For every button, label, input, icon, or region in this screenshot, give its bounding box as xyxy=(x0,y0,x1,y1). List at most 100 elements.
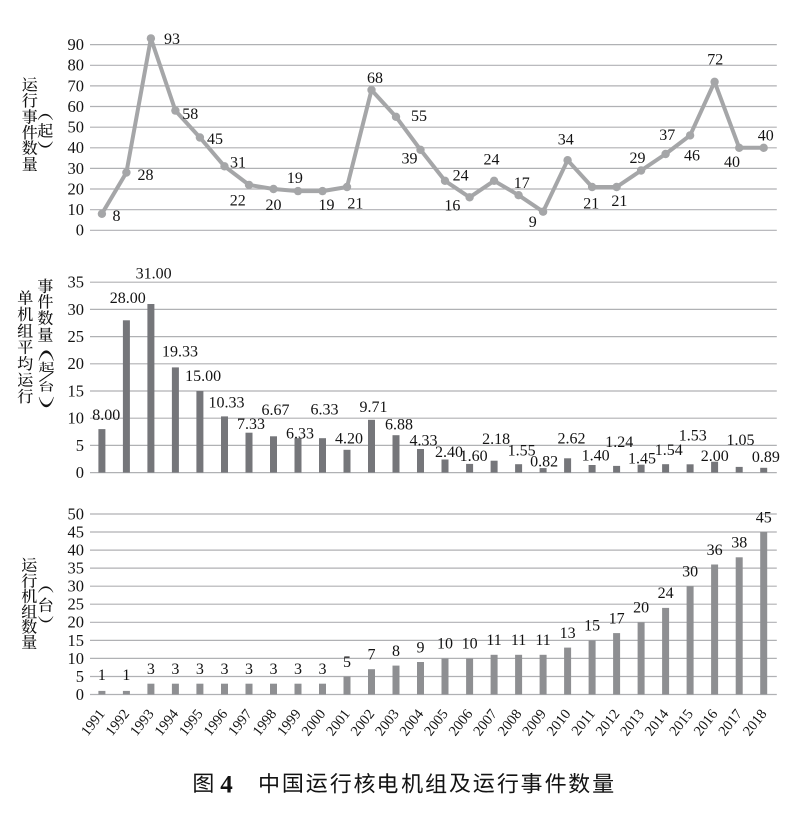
svg-text:25: 25 xyxy=(68,595,85,614)
svg-text:21: 21 xyxy=(611,193,627,210)
svg-text:3: 3 xyxy=(294,661,302,678)
svg-text:24: 24 xyxy=(484,152,500,169)
svg-text:20: 20 xyxy=(68,613,85,632)
svg-text:20: 20 xyxy=(266,197,282,214)
svg-text:15: 15 xyxy=(584,618,600,635)
svg-text:45: 45 xyxy=(756,509,772,526)
svg-text:1.55: 1.55 xyxy=(508,443,536,460)
svg-text:1.05: 1.05 xyxy=(727,432,755,449)
svg-text:1: 1 xyxy=(122,667,130,684)
svg-text:30: 30 xyxy=(68,577,85,596)
svg-text:10: 10 xyxy=(68,409,85,428)
svg-text:60: 60 xyxy=(68,97,85,116)
svg-text:4: 4 xyxy=(220,771,233,798)
svg-text:35: 35 xyxy=(68,559,85,578)
svg-text:10: 10 xyxy=(437,636,453,653)
svg-text:29: 29 xyxy=(630,150,646,167)
svg-text:24: 24 xyxy=(658,585,674,602)
svg-text:1.40: 1.40 xyxy=(582,448,610,465)
svg-text:21: 21 xyxy=(347,196,363,213)
svg-text:7.33: 7.33 xyxy=(237,416,265,433)
svg-text:3: 3 xyxy=(245,661,253,678)
svg-text:50: 50 xyxy=(68,118,85,137)
svg-text:40: 40 xyxy=(68,138,85,157)
svg-text:11: 11 xyxy=(486,632,501,649)
svg-text:8: 8 xyxy=(113,208,121,225)
svg-text:2.62: 2.62 xyxy=(558,431,586,448)
svg-text:20: 20 xyxy=(68,354,85,373)
svg-text:2.00: 2.00 xyxy=(701,448,729,465)
svg-text:80: 80 xyxy=(68,56,85,75)
svg-text:11: 11 xyxy=(535,632,550,649)
svg-text:93: 93 xyxy=(164,31,180,48)
svg-text:72: 72 xyxy=(707,51,723,68)
svg-text:30: 30 xyxy=(682,564,698,581)
svg-text:3: 3 xyxy=(196,661,204,678)
svg-text:30: 30 xyxy=(68,159,85,178)
svg-text:21: 21 xyxy=(583,196,599,213)
svg-text:1.45: 1.45 xyxy=(628,450,656,467)
svg-text:0: 0 xyxy=(76,463,84,482)
svg-text:35: 35 xyxy=(68,273,85,292)
svg-text:6.33: 6.33 xyxy=(311,402,339,419)
svg-text:40: 40 xyxy=(68,541,85,560)
svg-text:1.53: 1.53 xyxy=(679,428,707,445)
svg-text:4.33: 4.33 xyxy=(410,432,438,449)
svg-text:3: 3 xyxy=(221,661,229,678)
svg-text:22: 22 xyxy=(230,192,246,209)
svg-text:5: 5 xyxy=(343,654,351,671)
svg-text:45: 45 xyxy=(68,522,85,541)
svg-text:24: 24 xyxy=(453,167,469,184)
svg-text:68: 68 xyxy=(367,70,383,87)
svg-text:13: 13 xyxy=(560,625,576,642)
svg-text:3: 3 xyxy=(270,661,278,678)
svg-text:20: 20 xyxy=(633,600,649,617)
svg-text:25: 25 xyxy=(68,327,85,346)
svg-text:38: 38 xyxy=(731,535,747,552)
svg-text:55: 55 xyxy=(411,108,427,125)
svg-text:40: 40 xyxy=(758,128,774,145)
svg-text:39: 39 xyxy=(402,150,418,167)
svg-text:16: 16 xyxy=(444,198,460,215)
svg-text:6.88: 6.88 xyxy=(385,417,413,434)
svg-text:3: 3 xyxy=(319,661,327,678)
svg-text:1.24: 1.24 xyxy=(605,434,633,451)
svg-text:90: 90 xyxy=(68,35,85,54)
svg-text:28: 28 xyxy=(138,167,154,184)
svg-text:3: 3 xyxy=(147,661,155,678)
svg-text:5: 5 xyxy=(76,667,84,686)
svg-text:20: 20 xyxy=(68,179,85,198)
svg-text:31: 31 xyxy=(230,154,246,171)
svg-text:45: 45 xyxy=(207,131,223,148)
svg-text:9: 9 xyxy=(529,214,537,231)
svg-text:7: 7 xyxy=(368,647,376,664)
svg-text:6.33: 6.33 xyxy=(286,426,314,443)
svg-text:40: 40 xyxy=(724,154,740,171)
svg-text:19: 19 xyxy=(319,197,335,214)
svg-text:0.82: 0.82 xyxy=(530,453,558,470)
svg-text:10: 10 xyxy=(68,200,85,219)
svg-text:19.33: 19.33 xyxy=(162,343,198,360)
svg-text:10: 10 xyxy=(462,636,478,653)
svg-text:2.40: 2.40 xyxy=(435,444,463,461)
svg-text:2.18: 2.18 xyxy=(482,431,510,448)
svg-text:1.60: 1.60 xyxy=(460,448,488,465)
svg-text:70: 70 xyxy=(68,76,85,95)
svg-text:9: 9 xyxy=(417,639,425,656)
svg-text:9.71: 9.71 xyxy=(360,399,388,416)
svg-text:15: 15 xyxy=(68,381,85,400)
svg-text:4.20: 4.20 xyxy=(335,431,363,448)
svg-text:11: 11 xyxy=(511,632,526,649)
svg-text:58: 58 xyxy=(182,106,198,123)
svg-text:0: 0 xyxy=(76,685,84,704)
svg-text:50: 50 xyxy=(68,504,85,523)
svg-text:3: 3 xyxy=(171,661,179,678)
svg-text:46: 46 xyxy=(684,147,700,164)
svg-text:17: 17 xyxy=(609,610,625,627)
svg-text:1: 1 xyxy=(98,667,106,684)
svg-text:34: 34 xyxy=(558,131,574,148)
svg-text:8.00: 8.00 xyxy=(92,407,120,424)
svg-text:37: 37 xyxy=(659,127,675,144)
svg-text:15: 15 xyxy=(68,631,85,650)
svg-text:0.89: 0.89 xyxy=(752,449,780,466)
